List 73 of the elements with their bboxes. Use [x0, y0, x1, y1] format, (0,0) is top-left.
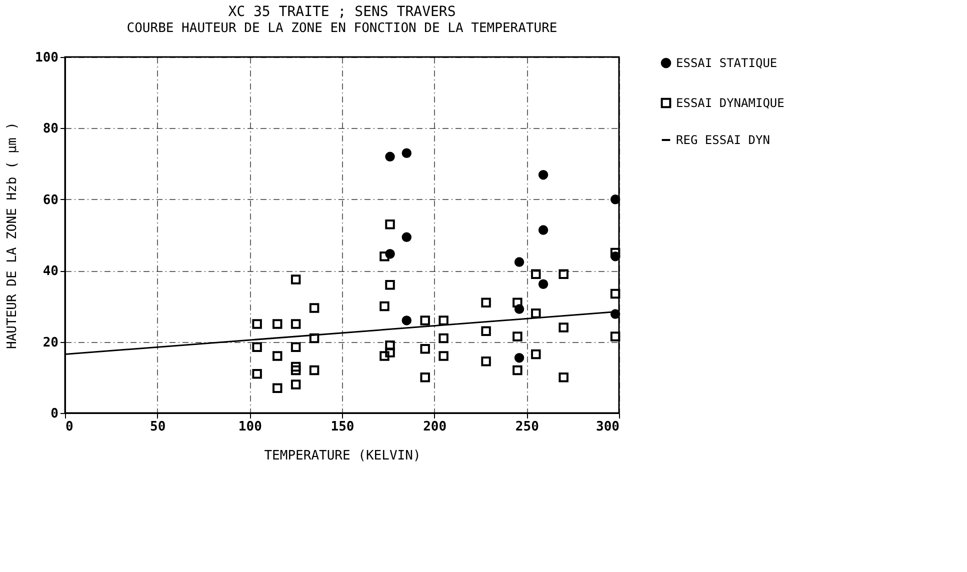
chart-subtitle: COURBE HAUTEUR DE LA ZONE EN FONCTION DE LA TEMPERATURE: [126, 21, 558, 36]
y-tick-label: 60: [42, 192, 59, 208]
chart-title: XC 35 TRAITE ; SENS TRAVERS: [228, 4, 456, 20]
point: [380, 301, 390, 312]
point: [290, 274, 301, 284]
point: [402, 316, 412, 326]
point: [610, 288, 620, 299]
point: [272, 383, 282, 393]
point: [438, 316, 448, 326]
point: [272, 319, 282, 329]
point: [385, 152, 395, 162]
point: [531, 269, 541, 280]
point: [538, 170, 548, 180]
point: [512, 298, 522, 308]
point: [380, 351, 390, 361]
point: [558, 372, 568, 382]
point: [252, 319, 262, 329]
point: [481, 326, 491, 336]
point: [420, 372, 430, 382]
y-tick-label: 80: [42, 122, 59, 137]
x-tick-label: 0: [66, 420, 74, 434]
point: [538, 225, 548, 235]
point: [438, 351, 448, 361]
point: [290, 342, 301, 352]
x-tick-label: 150: [330, 420, 354, 434]
point: [512, 332, 522, 342]
point: [385, 348, 395, 358]
point: [610, 332, 620, 342]
point: [290, 319, 301, 329]
point: [420, 316, 430, 326]
point: [385, 340, 395, 350]
y-tick-label: 40: [42, 264, 59, 280]
point: [290, 365, 301, 376]
point: [558, 322, 568, 332]
legend-label: REG ESSAI DYN: [676, 133, 770, 147]
point: [514, 257, 524, 267]
point: [252, 342, 262, 352]
point: [610, 194, 620, 204]
point: [531, 308, 541, 318]
y-tick-label: 20: [42, 335, 59, 350]
point: [385, 219, 395, 230]
point: [290, 380, 301, 390]
point: [610, 248, 620, 258]
point: [481, 298, 491, 308]
point: [481, 356, 491, 366]
point: [438, 333, 448, 344]
x-tick-label: 100: [238, 420, 262, 434]
point: [290, 362, 301, 372]
x-tick-label: 50: [150, 420, 166, 434]
point: [538, 279, 548, 289]
y-tick-label: 100: [35, 50, 59, 66]
point: [514, 352, 524, 363]
point: [309, 333, 320, 344]
x-tick-label: 200: [423, 420, 447, 434]
point: [309, 303, 320, 313]
legend-label: ESSAI DYNAMIQUE: [676, 96, 784, 110]
point: [252, 368, 262, 379]
x-axis-title: TEMPERATURE (KELVIN): [264, 448, 421, 464]
point: [531, 349, 541, 360]
point: [402, 232, 412, 242]
point: [558, 269, 568, 280]
legend-label: ESSAI STATIQUE: [676, 56, 778, 70]
point: [309, 365, 320, 376]
point: [380, 251, 390, 262]
point: [402, 148, 412, 158]
point: [420, 344, 430, 354]
point: [385, 280, 395, 290]
x-tick-label: 300: [596, 420, 620, 434]
point: [272, 351, 282, 361]
point: [512, 365, 522, 376]
y-tick-label: 0: [50, 406, 59, 422]
x-tick-label: 250: [515, 420, 540, 434]
y-axis-title: HAUTEUR DE LA ZONE Hzb ( μm ): [5, 122, 20, 349]
